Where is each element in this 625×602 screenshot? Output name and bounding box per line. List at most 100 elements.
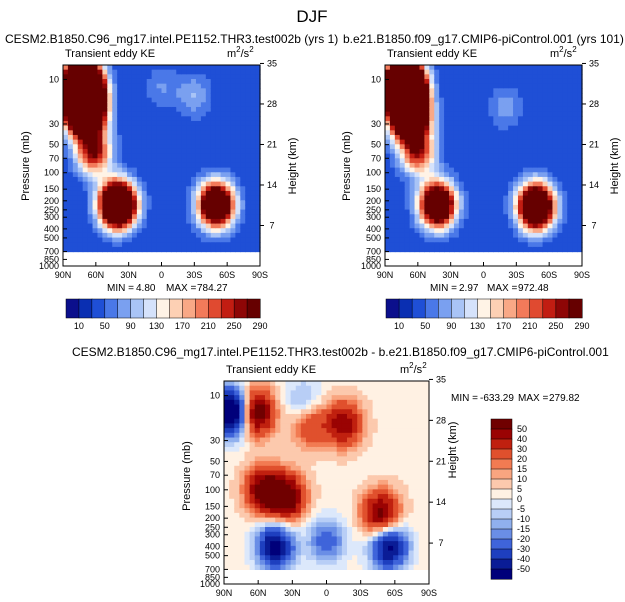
heatmap-cell [186,84,192,89]
heatmap-cell [342,499,348,504]
heatmap-cell [373,405,379,410]
heatmap-cell [373,555,379,560]
heatmap-cell [434,210,440,215]
heatmap-cell [410,149,416,154]
heatmap-cell [186,158,192,163]
heatmap-cell [469,196,475,201]
heatmap-cell [543,224,549,229]
heatmap-cell [398,503,404,508]
panel-3-title: CESM2.B1850.C96_mg17.intel.PE1152.THR3.t… [72,345,609,359]
heatmap-cell [311,400,317,405]
heatmap-cell [393,447,399,452]
heatmap-cell [93,168,99,173]
heatmap-cell [474,172,480,177]
heatmap-cell [147,65,153,70]
heatmap-cell [548,172,554,177]
heatmap-cell [562,116,568,121]
heatmap-cell [405,186,411,191]
heatmap-cell [275,555,281,560]
heatmap-cell [400,205,406,210]
heatmap-cell [142,186,148,191]
heatmap-cell [383,541,389,546]
heatmap-cell [390,172,396,177]
heatmap-cell [181,186,187,191]
heatmap-cell [226,93,232,98]
heatmap-cell [196,84,202,89]
heatmap-cell [484,228,490,233]
heatmap-cell [127,140,133,145]
heatmap-cell [474,186,480,191]
heatmap-cell [306,438,312,443]
heatmap-cell [400,196,406,201]
heatmap-cell [68,116,74,121]
heatmap-cell [117,242,123,247]
heatmap-cell [260,489,266,494]
heatmap-cell [518,88,524,93]
heatmap-cell [216,168,222,173]
heatmap-cell [206,242,212,247]
heatmap-cell [73,182,79,187]
heatmap-cell [567,74,573,79]
heatmap-cell [68,238,74,243]
heatmap-cell [93,186,99,191]
heatmap-cell [518,196,524,201]
heatmap-cell [419,565,425,570]
heatmap-cell [419,79,425,84]
heatmap-cell [439,238,445,243]
heatmap-cell [439,172,445,177]
heatmap-cell [93,70,99,75]
heatmap-cell [567,168,573,173]
heatmap-cell [378,480,384,485]
heatmap-cell [419,470,425,475]
heatmap-cell [552,233,558,238]
heatmap-cell [291,565,297,570]
heatmap-cell [405,205,411,210]
heatmap-cell [171,144,177,149]
heatmap-cell [234,414,240,419]
heatmap-cell [260,513,266,518]
heatmap-cell [186,233,192,238]
heatmap-cell [557,224,563,229]
heatmap-cell [429,135,435,140]
heatmap-cell [176,107,182,112]
heatmap-cell [508,144,514,149]
heatmap-cell [280,536,286,541]
heatmap-cell [373,400,379,405]
heatmap-cell [68,242,74,247]
heatmap-cell [398,522,404,527]
heatmap-cell [548,210,554,215]
heatmap-cell [191,126,197,131]
heatmap-cell [552,168,558,173]
colorbar-box [543,299,556,318]
heatmap-cell [132,205,138,210]
heatmap-cell [385,191,391,196]
heatmap-cell [474,116,480,121]
heatmap-cell [508,65,514,70]
heatmap-cell [296,390,302,395]
heatmap-cell [240,121,246,126]
heatmap-cell [137,70,143,75]
y-tick-label: 150 [44,184,59,194]
heatmap-cell [493,182,499,187]
heatmap-cell [162,214,168,219]
heatmap-cell [301,541,307,546]
heatmap-cell [255,536,261,541]
heatmap-cell [102,196,108,201]
heatmap-cell [444,88,450,93]
heatmap-cell [206,224,212,229]
heatmap-cell [415,186,421,191]
heatmap-cell [552,144,558,149]
heatmap-cell [147,158,153,163]
heatmap-cell [405,238,411,243]
heatmap-cell [383,381,389,386]
heatmap-cell [83,247,89,252]
heatmap-cell [166,163,172,168]
heatmap-cell [493,163,499,168]
heatmap-cell [454,200,460,205]
heatmap-cell [186,102,192,107]
heatmap-cell [419,238,425,243]
heatmap-cell [368,518,374,523]
heatmap-cell [234,522,240,527]
heatmap-cell [107,130,113,135]
heatmap-cell [449,168,455,173]
